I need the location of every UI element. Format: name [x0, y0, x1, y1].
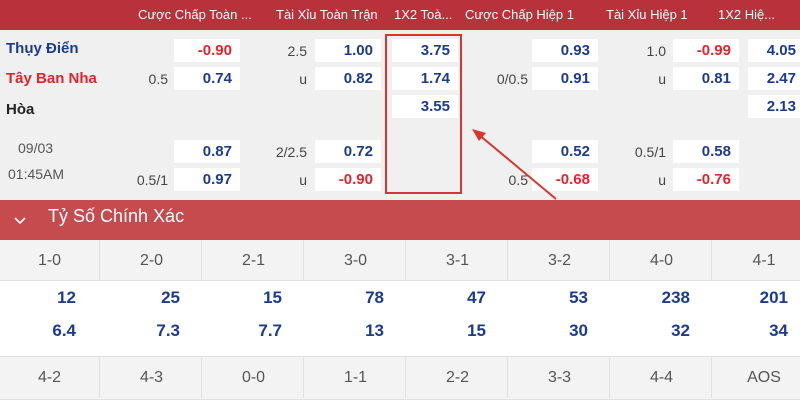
odds-1x2-home[interactable]: 3.75 — [392, 39, 458, 62]
score-odds[interactable]: 78 — [365, 288, 384, 307]
odds-alt-handicap-away[interactable]: 0.97 — [174, 168, 240, 191]
odds-alt-h1-handicap-home[interactable]: 0.52 — [532, 140, 598, 163]
correct-score-section-bar[interactable]: Tỷ Số Chính Xác — [0, 200, 800, 240]
score-label: 4-4 — [612, 357, 712, 398]
score-odds[interactable]: 238 — [661, 288, 690, 307]
score-odds[interactable]: 34 — [769, 321, 788, 340]
score-label: 2-2 — [408, 357, 508, 398]
alt-ou-under-label: u — [299, 172, 307, 188]
handicap-line: 0.5 — [148, 71, 168, 87]
score-label: 2-1 — [204, 240, 304, 281]
score-odds[interactable]: 12 — [57, 288, 76, 307]
score-label: 1-1 — [306, 357, 406, 398]
odds-h1-ou-under[interactable]: 0.81 — [673, 67, 739, 90]
match-time: 01:45AM — [8, 166, 65, 182]
h1-ou-under-label: u — [658, 71, 666, 87]
alt-h1-ou-line: 0.5/1 — [634, 144, 666, 160]
odds-alt-h1-ou-over[interactable]: 0.58 — [673, 140, 739, 163]
match-panel: Thụy Điển Tây Ban Nha Hòa 09/03 01:45AM … — [0, 30, 800, 200]
score-odds[interactable]: 15 — [263, 288, 282, 307]
h1-ou-line: 1.0 — [646, 43, 666, 59]
score-odds[interactable]: 32 — [671, 321, 690, 340]
score-odds[interactable]: 25 — [161, 288, 180, 307]
odds-alt-h1-handicap-away[interactable]: -0.68 — [532, 168, 598, 191]
col-header-ou-h1[interactable]: Tài Xỉu Hiệp 1 — [606, 7, 688, 22]
score-odds[interactable]: 6.4 — [52, 321, 76, 340]
odds-alt-ou-under[interactable]: -0.90 — [315, 168, 381, 191]
chevron-down-icon[interactable] — [12, 212, 28, 228]
alt-h1-handicap-line: 0.5 — [508, 172, 528, 188]
section-title: Tỷ Số Chính Xác — [48, 206, 185, 226]
odds-header: Cược Chấp Toàn ... Tài Xỉu Toàn Trận 1X2… — [0, 0, 800, 30]
score-odds[interactable]: 53 — [569, 288, 588, 307]
score-label: 0-0 — [204, 357, 304, 398]
h1-handicap-line: 0/0.5 — [496, 71, 528, 87]
odds-h1-1x2-draw[interactable]: 2.13 — [748, 95, 800, 118]
team-away: Tây Ban Nha — [6, 70, 97, 87]
score-odds[interactable]: 201 — [759, 288, 788, 307]
odds-h1-1x2-home[interactable]: 4.05 — [748, 39, 800, 62]
alt-h1-ou-under-label: u — [658, 172, 666, 188]
score-header-row-1: 1-0 2-0 2-1 3-0 3-1 3-2 4-0 4-1 — [0, 240, 800, 281]
score-label: 3-0 — [306, 240, 406, 281]
draw-label: Hòa — [6, 101, 35, 118]
alt-handicap-line: 0.5/1 — [136, 172, 168, 188]
odds-h1-1x2-away[interactable]: 2.47 — [748, 67, 800, 90]
odds-h1-handicap-away[interactable]: 0.91 — [532, 67, 598, 90]
score-label: 3-2 — [510, 240, 610, 281]
score-odds[interactable]: 7.3 — [156, 321, 180, 340]
col-header-1x2-h1[interactable]: 1X2 Hiệ... — [718, 7, 776, 22]
odds-1x2-draw[interactable]: 3.55 — [392, 95, 458, 118]
col-header-handicap-full[interactable]: Cược Chấp Toàn ... — [138, 7, 252, 22]
score-label: 4-0 — [612, 240, 712, 281]
col-header-handicap-h1[interactable]: Cược Chấp Hiệp 1 — [465, 7, 574, 22]
odds-h1-ou-over[interactable]: -0.99 — [673, 39, 739, 62]
score-odds[interactable]: 15 — [467, 321, 486, 340]
col-header-1x2-full[interactable]: 1X2 Toà... — [394, 7, 453, 22]
score-label: 2-0 — [102, 240, 202, 281]
score-label: 3-1 — [408, 240, 508, 281]
odds-handicap-away[interactable]: 0.74 — [174, 67, 240, 90]
score-label: 4-1 — [752, 252, 776, 269]
score-label: 4-3 — [102, 357, 202, 398]
odds-handicap-home[interactable]: -0.90 — [174, 39, 240, 62]
odds-alt-ou-over[interactable]: 0.72 — [315, 140, 381, 163]
score-label: 1-0 — [0, 240, 100, 281]
score-label: 3-3 — [510, 357, 610, 398]
odds-alt-handicap-home[interactable]: 0.87 — [174, 140, 240, 163]
odds-h1-handicap-home[interactable]: 0.93 — [532, 39, 598, 62]
odds-1x2-away[interactable]: 1.74 — [392, 67, 458, 90]
odds-ou-under[interactable]: 0.82 — [315, 67, 381, 90]
ou-line: 2.5 — [287, 43, 307, 59]
ou-under-label: u — [299, 71, 307, 87]
score-label: AOS — [747, 369, 781, 386]
score-odds[interactable]: 13 — [365, 321, 384, 340]
odds-alt-h1-ou-under[interactable]: -0.76 — [673, 168, 739, 191]
match-date: 09/03 — [18, 140, 54, 156]
odds-ou-over[interactable]: 1.00 — [315, 39, 381, 62]
score-odds[interactable]: 7.7 — [258, 321, 282, 340]
team-home: Thụy Điển — [6, 40, 79, 57]
score-header-row-2: 4-2 4-3 0-0 1-1 2-2 3-3 4-4 AOS — [0, 356, 800, 400]
score-odds[interactable]: 30 — [569, 321, 588, 340]
alt-ou-line: 2/2.5 — [275, 144, 307, 160]
score-odds[interactable]: 47 — [467, 288, 486, 307]
score-label: 4-2 — [0, 357, 100, 398]
highlight-box — [385, 34, 462, 194]
col-header-ou-full[interactable]: Tài Xỉu Toàn Trận — [276, 7, 378, 22]
row-divider — [0, 350, 800, 358]
